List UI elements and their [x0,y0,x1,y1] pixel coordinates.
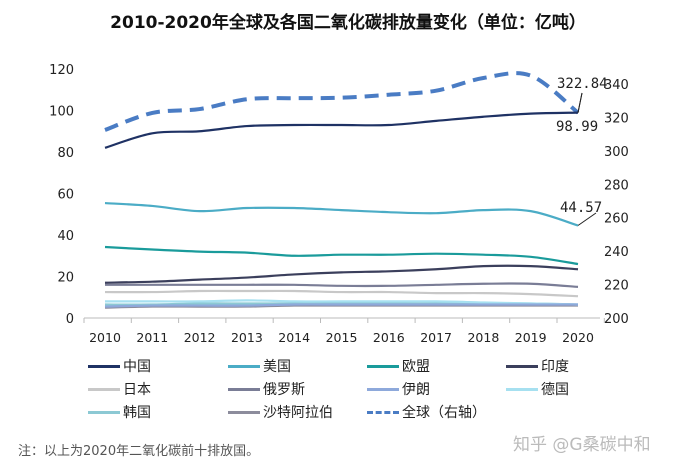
series-line [104,303,578,308]
legend-swatch [228,410,260,414]
label-leader [577,92,583,113]
legend-swatch [88,410,120,414]
legend-swatch [506,364,538,368]
y2-tick-label: 220 [604,279,629,294]
y2-tick-label: 260 [604,212,629,227]
footnote: 注：以上为2020年二氧化碳前十排放国。 [18,444,260,459]
legend-label: 美国 [263,359,291,375]
y-tick-label: 60 [57,188,74,203]
legend-item: 俄罗斯 [228,380,305,398]
series-line [104,201,579,227]
line-chart: 0 20 40 60 80 100 120 200 220 240 260 280 300 320 340 2… [49,63,629,345]
legend-item: 印度 [506,357,569,375]
legend-label: 俄罗斯 [263,382,305,398]
legend-swatch [367,410,399,414]
y2-tick-label: 300 [604,145,629,160]
x-tick-label: 2015 [326,330,358,345]
y-tick-label: 120 [49,63,74,78]
series-line [104,245,579,266]
x-tick-label: 2012 [184,330,216,345]
legend-item: 中国 [88,357,151,375]
chart-title: 2010-2020年全球及各国二氧化碳排放量变化（单位：亿吨） [110,13,586,33]
y2-tick-label: 320 [604,111,629,126]
y-tick-label: 0 [66,312,74,327]
legend-label: 中国 [123,359,151,375]
legend-label: 全球（右轴） [402,405,486,421]
series-line [104,289,579,298]
series-line [104,264,579,284]
legend-label: 伊朗 [402,382,430,398]
y-tick-label: 20 [57,271,74,286]
y2-tick-label: 200 [604,312,629,327]
legend-label: 韩国 [123,405,151,421]
series-line [104,299,579,306]
legend-label: 德国 [541,382,569,398]
legend-item: 日本 [88,380,151,398]
y-tick-label: 80 [57,146,74,161]
legend-item: 美国 [228,357,291,375]
series-line [104,282,579,288]
legend-swatch [367,387,399,391]
legend-swatch [228,364,260,368]
x-tick-label: 2013 [231,330,263,345]
x-tick-label: 2017 [420,330,452,345]
legend-label: 欧盟 [402,359,430,375]
y2-tick-label: 240 [604,245,629,260]
legend-label: 沙特阿拉伯 [263,405,333,421]
data-label-global: 322.84 [557,76,608,92]
y-tick-label: 100 [49,105,74,120]
watermark: 知乎 @G桑碳中和 [513,435,651,455]
legend-item: 沙特阿拉伯 [228,403,333,421]
legend-swatch [228,387,260,391]
x-tick-label: 2019 [515,330,547,345]
x-tick-label: 2016 [373,330,405,345]
legend-swatch [367,364,399,368]
legend-swatch [88,387,120,391]
legend-item: 韩国 [88,403,151,421]
legend-swatch [88,364,120,368]
x-tick-label: 2010 [89,330,121,345]
x-tick-label: 2014 [278,330,310,345]
data-label-us: 44.57 [560,200,602,216]
legend-label: 日本 [123,382,151,398]
label-leader [577,212,597,226]
legend-item: 全球（右轴） [367,403,486,421]
legend-item: 欧盟 [367,357,430,375]
series-line [104,111,579,149]
y-tick-label: 40 [57,229,74,244]
legend-item: 伊朗 [367,380,430,398]
data-label-china: 98.99 [556,119,598,135]
x-tick-label: 2018 [467,330,499,345]
y2-tick-label: 340 [604,78,629,93]
legend-swatch [506,387,538,391]
series-line [104,71,580,132]
x-tick-label: 2011 [136,330,168,345]
y2-tick-label: 280 [604,178,629,193]
legend-item: 德国 [506,380,569,398]
x-tick-label: 2020 [562,330,594,345]
legend-label: 印度 [541,359,569,375]
